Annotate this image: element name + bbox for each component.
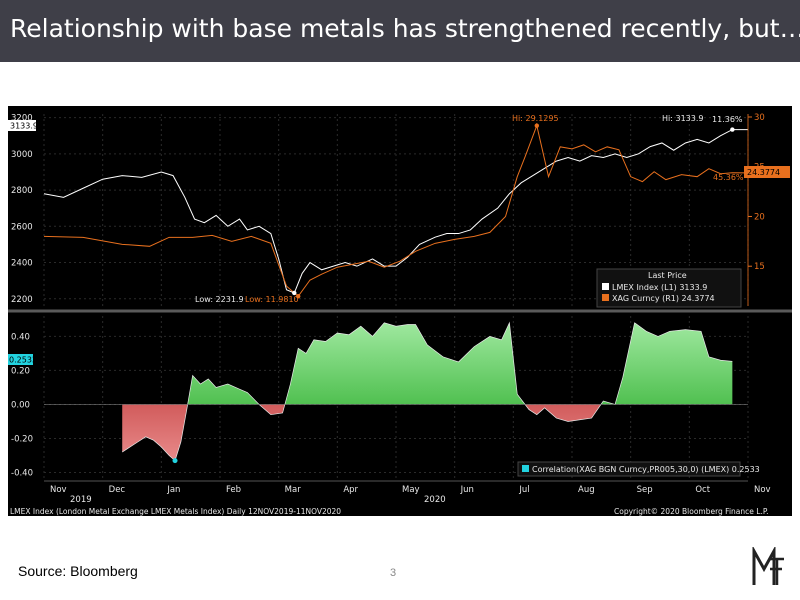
legend-correlation: Correlation(XAG BGN Curncy,PR005,30,0) (… <box>532 465 760 474</box>
x-tick-label: Mar <box>285 485 302 495</box>
lmex-last-tag <box>8 120 36 131</box>
correlation-last-tag-text: 0.2533 <box>9 356 37 365</box>
legend-swatch-correlation <box>522 465 529 472</box>
left-tick-label: 3200 <box>11 114 33 124</box>
chart-footer-right: Copyright© 2020 Bloomberg Finance L.P. <box>614 507 769 516</box>
x-tick-label: Dec <box>109 485 126 495</box>
brand-logo <box>752 547 784 585</box>
silver-last-tag-text: 24.3774 <box>747 168 780 177</box>
correlation-negative-fill <box>122 404 733 461</box>
right-tick-label: 30 <box>754 113 765 123</box>
legend-title: Last Price <box>648 271 687 280</box>
bloomberg-chart: Nov Dec Jan Feb Mar Apr May Jun Jul Aug Sep Oct Nov2… <box>8 106 792 516</box>
silver-low-marker <box>296 294 301 299</box>
x-tick-label: Oct <box>695 485 710 495</box>
corr-tick-label: 0.40 <box>11 332 30 342</box>
silver-high-label: Hi: 29.1295 <box>512 114 559 123</box>
x-year-label: 2020 <box>424 495 446 505</box>
legend-lmex: LMEX Index (L1) 3133.9 <box>612 283 707 292</box>
lmex-high-marker <box>730 127 735 132</box>
source-note: Source: Bloomberg <box>18 563 138 579</box>
right-tick-label: 15 <box>754 262 765 272</box>
silver-line <box>43 123 749 297</box>
corr-tick-label: 0.20 <box>11 366 30 376</box>
x-tick-label: Apr <box>343 485 358 495</box>
silver-last-tag <box>744 166 790 178</box>
x-tick-label: Jun <box>460 485 474 495</box>
correlation-last-tag <box>8 354 33 365</box>
x-tick-label: Nov <box>50 485 67 495</box>
left-tick-label: 2800 <box>11 186 33 196</box>
page-number: 3 <box>390 567 397 579</box>
legend-swatch-lmex <box>602 283 609 290</box>
correlation-low-marker <box>172 458 178 464</box>
title-bar: Relationship with base metals has streng… <box>0 0 800 62</box>
lmex-line <box>43 129 748 294</box>
lmex-high-label: Hi: 3133.9 <box>662 114 703 123</box>
axis-labels: Nov Dec Jan Feb Mar Apr May Jun Jul Aug Sep Oct Nov2… <box>11 113 771 505</box>
x-tick-label: Feb <box>226 485 241 495</box>
left-tick-label: 2200 <box>11 295 33 305</box>
price-legend: Last Price LMEX Index (L1) 3133.9 XAG Cu… <box>596 268 742 308</box>
silver-low-label: Low: 11.9810 <box>245 295 299 304</box>
price-legend-box <box>596 268 742 308</box>
x-year-label: 2019 <box>70 495 92 505</box>
legend-swatch-silver <box>602 294 609 301</box>
chart-footer-left: LMEX Index (London Metal Exchange LMEX M… <box>10 507 341 516</box>
lmex-low-label: Low: 2231.9 <box>195 295 244 304</box>
correlation-legend: Correlation(XAG BGN Curncy,PR005,30,0) (… <box>517 461 760 477</box>
lmex-pct-change: 11.36% <box>712 115 743 124</box>
x-tick-label: May <box>402 485 420 495</box>
correlation-area <box>44 321 748 464</box>
correlation-positive-fill <box>187 322 733 405</box>
lmex-low-marker <box>292 290 297 296</box>
corr-tick-label: 0.00 <box>11 400 30 410</box>
x-tick-label: Sep <box>637 485 653 495</box>
silver-pct-change: 45.36% <box>713 173 744 182</box>
x-tick-label: Jul <box>518 485 529 495</box>
price-lines <box>43 123 749 299</box>
correlation-line <box>122 321 733 462</box>
slide-title: Relationship with base metals has streng… <box>10 14 800 43</box>
x-tick-label: Aug <box>578 485 595 495</box>
left-tick-label: 3000 <box>11 150 33 160</box>
x-tick-label: Nov <box>754 485 771 495</box>
correlation-legend-box <box>517 461 741 477</box>
corr-tick-label: -0.40 <box>11 468 33 478</box>
right-tick-label: 20 <box>754 212 765 222</box>
left-tick-label: 2400 <box>11 259 33 269</box>
legend-silver: XAG Curncy (R1) 24.3774 <box>612 294 715 303</box>
x-tick-label: Jan <box>166 485 180 495</box>
corr-tick-label: -0.20 <box>11 434 33 444</box>
left-tick-label: 2600 <box>11 222 33 232</box>
lmex-last-tag-text: 3133.9 <box>10 122 38 131</box>
